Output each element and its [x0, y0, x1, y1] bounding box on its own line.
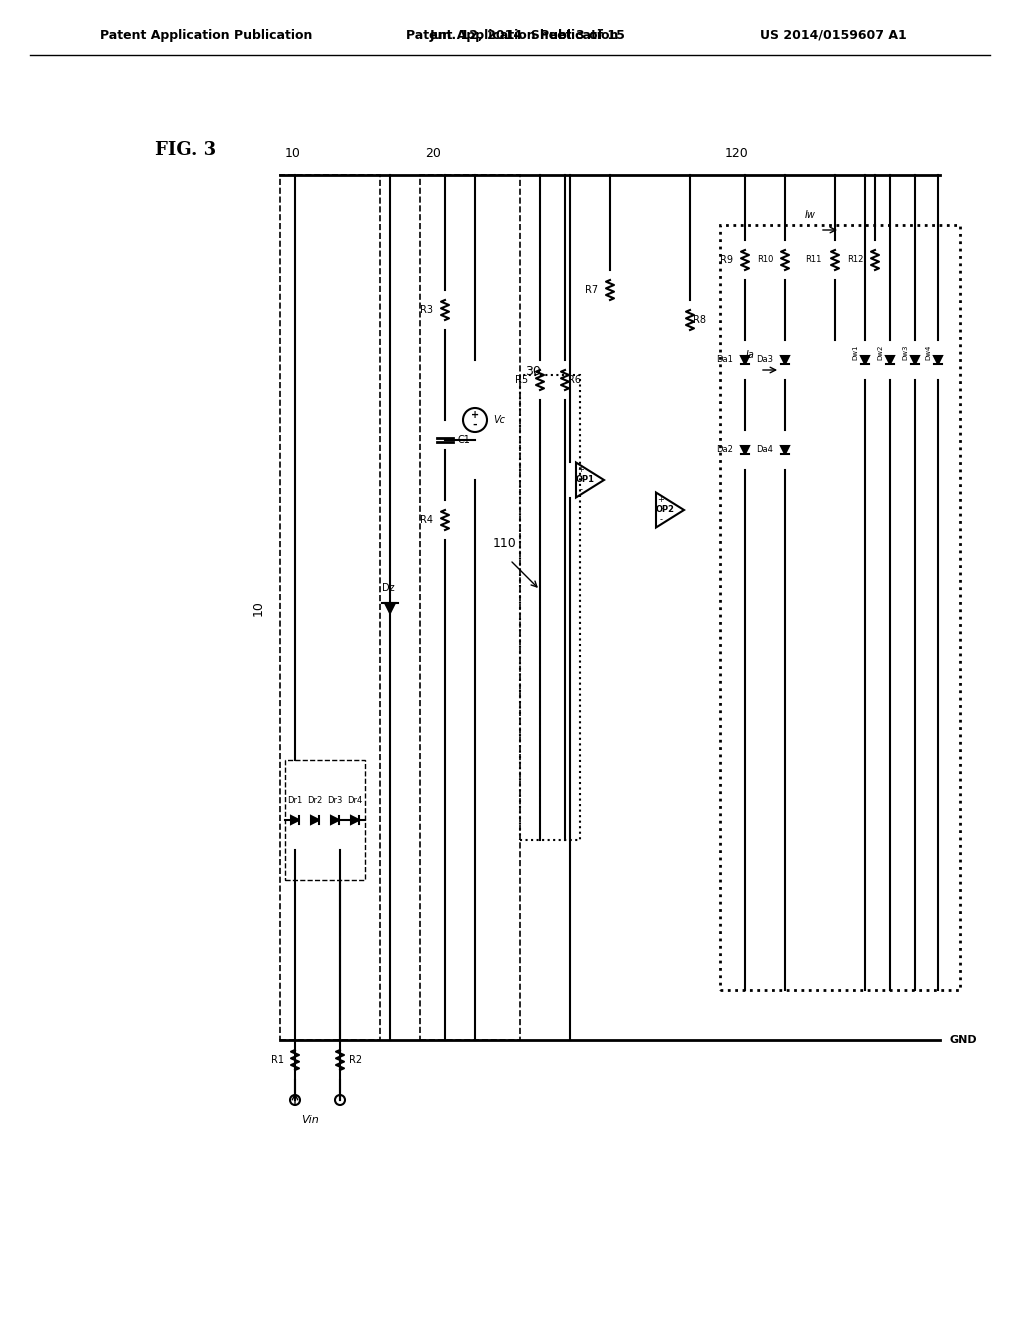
Text: 10: 10: [285, 147, 301, 160]
Text: R9: R9: [720, 255, 733, 265]
Text: -: -: [659, 516, 663, 524]
Text: R7: R7: [585, 285, 598, 294]
Bar: [280, 176, 380, 1040]
Polygon shape: [861, 356, 869, 364]
Bar: [720, 224, 961, 990]
Text: Patent Application Publication: Patent Application Publication: [406, 29, 618, 41]
Text: GND: GND: [950, 1035, 978, 1045]
Text: R11: R11: [805, 256, 821, 264]
Text: Vin: Vin: [301, 1115, 318, 1125]
Text: 120: 120: [725, 147, 749, 160]
Polygon shape: [331, 816, 339, 824]
Polygon shape: [385, 603, 395, 612]
Text: Dr4: Dr4: [347, 796, 362, 805]
Text: +: +: [657, 495, 665, 504]
Text: Vc: Vc: [493, 414, 505, 425]
Polygon shape: [781, 356, 790, 364]
Text: R2: R2: [349, 1055, 362, 1065]
Text: Ia: Ia: [745, 350, 755, 360]
Text: Dr3: Dr3: [328, 796, 343, 805]
Text: R6: R6: [568, 375, 581, 385]
Text: Da4: Da4: [756, 446, 773, 454]
Polygon shape: [886, 356, 894, 364]
Text: OP1: OP1: [575, 475, 595, 484]
Polygon shape: [911, 356, 919, 364]
Text: 110: 110: [494, 537, 517, 550]
Text: Jun. 12, 2014  Sheet 3 of 15: Jun. 12, 2014 Sheet 3 of 15: [430, 29, 626, 41]
Bar: [520, 375, 580, 840]
Polygon shape: [741, 356, 749, 364]
Text: Dw2: Dw2: [877, 345, 883, 360]
Text: Dr2: Dr2: [307, 796, 323, 805]
Text: +: +: [578, 466, 585, 474]
Text: R12: R12: [847, 256, 863, 264]
Text: R4: R4: [420, 515, 433, 525]
Text: Patent Application Publication: Patent Application Publication: [100, 29, 312, 41]
Bar: [285, 760, 365, 880]
Text: C1: C1: [457, 436, 470, 445]
Text: 30: 30: [525, 366, 541, 378]
Text: Dr1: Dr1: [288, 796, 303, 805]
Text: FIG. 3: FIG. 3: [155, 141, 216, 158]
Text: 20: 20: [425, 147, 441, 160]
Polygon shape: [311, 816, 319, 824]
Text: Dw3: Dw3: [902, 345, 908, 360]
Bar: [420, 176, 520, 1040]
Text: R8: R8: [693, 315, 706, 325]
Text: Da3: Da3: [756, 355, 773, 364]
Text: Dw1: Dw1: [852, 345, 858, 360]
Text: Da2: Da2: [716, 446, 733, 454]
Text: -: -: [580, 486, 583, 495]
Text: Da1: Da1: [716, 355, 733, 364]
Polygon shape: [351, 816, 359, 824]
Text: Iw: Iw: [805, 210, 815, 220]
Text: +: +: [471, 411, 479, 420]
Text: OP2: OP2: [655, 506, 675, 515]
Text: -: -: [473, 420, 477, 430]
Text: R3: R3: [420, 305, 433, 315]
Text: Dw4: Dw4: [925, 345, 931, 360]
Polygon shape: [781, 446, 790, 454]
Text: R10: R10: [757, 256, 773, 264]
Text: Dz: Dz: [382, 583, 394, 593]
Text: US 2014/0159607 A1: US 2014/0159607 A1: [760, 29, 906, 41]
Polygon shape: [741, 446, 749, 454]
Polygon shape: [291, 816, 299, 824]
Text: 10: 10: [252, 601, 265, 616]
Text: R1: R1: [271, 1055, 284, 1065]
Polygon shape: [934, 356, 942, 364]
Text: R5: R5: [515, 375, 528, 385]
